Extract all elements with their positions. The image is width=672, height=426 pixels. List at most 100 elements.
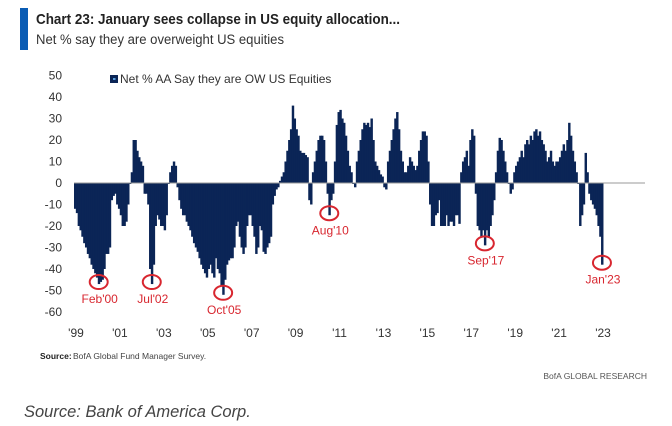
bar-2000-12 xyxy=(116,183,119,205)
bar-2005-3 xyxy=(209,183,212,265)
bar-1999-9 xyxy=(88,183,92,259)
bar-2021-8 xyxy=(569,135,573,183)
bar-2001-5 xyxy=(125,183,128,222)
bar-2013-4 xyxy=(386,161,390,183)
bar-2013-6 xyxy=(390,140,394,183)
bar-2022-9 xyxy=(593,183,597,209)
bar-2022-8 xyxy=(591,183,595,205)
bar-2003-7 xyxy=(172,161,176,183)
bar-2006-12 xyxy=(247,183,251,216)
bar-2001-2 xyxy=(119,183,123,216)
bar-2008-11 xyxy=(289,129,293,183)
bar-2008-5 xyxy=(278,180,282,183)
bar-2012-2 xyxy=(361,129,364,183)
bar-2009-1 xyxy=(293,118,297,183)
bar-2019-12 xyxy=(533,131,536,183)
bar-2020-1 xyxy=(535,129,538,183)
bar-2020-3 xyxy=(538,131,542,183)
bar-2010-12 xyxy=(335,124,339,183)
bar-2020-8 xyxy=(547,157,551,183)
bar-2020-11 xyxy=(553,165,556,183)
bar-2004-2 xyxy=(185,183,189,222)
legend-swatch-highlight xyxy=(113,78,116,80)
bar-2006-3 xyxy=(231,183,234,259)
bar-2010-10 xyxy=(332,183,335,194)
bar-2001-1 xyxy=(117,183,121,209)
bar-2012-5 xyxy=(366,122,370,183)
bar-2007-11 xyxy=(267,183,271,244)
bar-2009-4 xyxy=(299,150,302,183)
y-tick-label: 0 xyxy=(55,176,62,190)
bar-2018-3 xyxy=(494,172,498,183)
bar-2014-8 xyxy=(416,165,419,183)
bar-2021-7 xyxy=(568,122,571,183)
bar-2014-3 xyxy=(407,165,410,183)
x-tick-label: '17 xyxy=(463,326,479,340)
bar-2007-6 xyxy=(258,183,262,226)
bar-2011-7 xyxy=(348,165,351,183)
bar-2012-7 xyxy=(370,118,373,183)
caption: Source: Bank of America Corp. xyxy=(24,403,251,421)
x-tick-label: '23 xyxy=(595,326,611,340)
bar-2021-4 xyxy=(562,144,566,183)
bar-2014-2 xyxy=(405,172,408,183)
bar-2000-2 xyxy=(97,183,101,285)
bar-2011-8 xyxy=(350,172,353,183)
bar-2004-6 xyxy=(192,183,196,244)
bar-2017-12 xyxy=(489,183,492,226)
y-tick-label: -60 xyxy=(45,305,63,319)
bar-2022-6 xyxy=(588,183,591,194)
bar-2004-7 xyxy=(194,183,198,248)
bar-2001-3 xyxy=(121,183,125,226)
bar-2016-3 xyxy=(450,183,454,222)
title-accent-bar xyxy=(20,8,28,50)
bar-2001-10 xyxy=(134,140,137,183)
legend: Net % AA Say they are OW US Equities xyxy=(110,72,331,86)
bar-2012-10 xyxy=(375,165,379,183)
bar-2016-8 xyxy=(460,172,463,183)
bar-2013-12 xyxy=(401,161,404,183)
bar-2011-6 xyxy=(346,150,350,183)
bar-2011-11 xyxy=(355,161,359,183)
bar-2015-2 xyxy=(427,161,430,183)
bar-1999-2 xyxy=(75,183,79,214)
bar-2000-5 xyxy=(103,183,106,269)
bar-2004-9 xyxy=(198,183,201,259)
annotation-circle xyxy=(319,205,340,222)
x-axis: '99 '01 '03 '05 '07 '09 '11 '13 '15 '17 '19 '21 '23 xyxy=(68,326,611,340)
bar-2000-10 xyxy=(112,183,115,196)
bar-1999-3 xyxy=(77,183,81,226)
bar-2013-1 xyxy=(381,176,384,183)
bar-2004-3 xyxy=(187,183,190,226)
bar-2004-4 xyxy=(189,183,192,231)
bar-2015-7 xyxy=(436,183,439,214)
bar-2018-9 xyxy=(505,172,509,183)
bar-2003-3 xyxy=(165,183,168,216)
bar-2006-9 xyxy=(242,183,245,254)
bar-2017-9 xyxy=(483,183,487,246)
bar-2007-5 xyxy=(257,183,260,248)
bar-2020-9 xyxy=(549,150,553,183)
bar-2004-11 xyxy=(202,183,205,269)
x-tick-label: '03 xyxy=(156,326,172,340)
bar-2001-12 xyxy=(138,157,141,183)
y-tick-label: -40 xyxy=(45,262,63,276)
bar-2005-2 xyxy=(207,183,211,269)
bar-2012-9 xyxy=(374,161,377,183)
bar-2009-10 xyxy=(310,183,313,205)
bar-2011-5 xyxy=(344,135,348,183)
bar-2022-2 xyxy=(580,183,584,216)
bar-2018-11 xyxy=(509,183,512,194)
bar-2008-7 xyxy=(282,172,286,183)
bar-2006-2 xyxy=(229,183,232,259)
bar-2015-5 xyxy=(432,183,436,226)
bar-2001-6 xyxy=(127,183,130,205)
bar-2019-11 xyxy=(531,140,534,183)
bar-2010-11 xyxy=(333,161,337,183)
bar-2019-1 xyxy=(513,172,516,183)
bar-2003-5 xyxy=(169,172,172,183)
bar-2006-5 xyxy=(235,183,238,226)
bar-2015-8 xyxy=(438,183,441,201)
bar-2007-4 xyxy=(255,183,258,254)
